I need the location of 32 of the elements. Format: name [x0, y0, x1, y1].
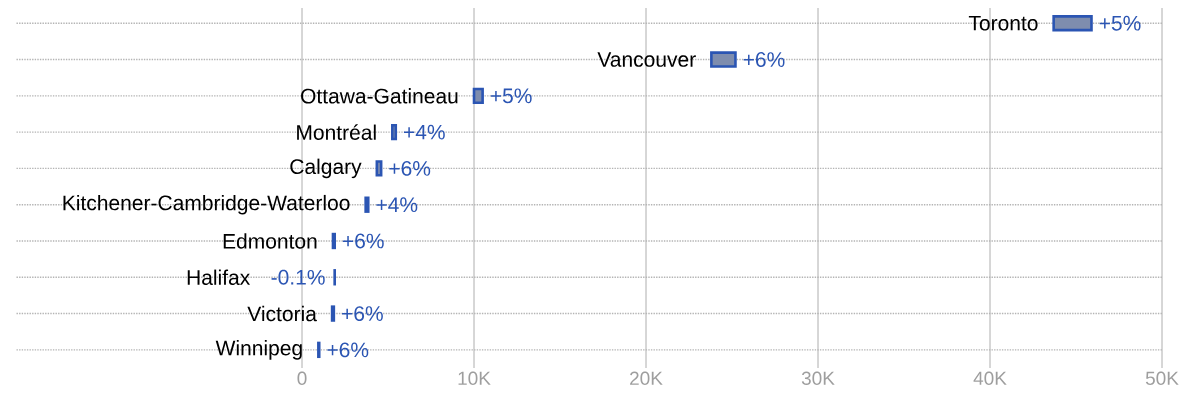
annotation: +6%: [389, 160, 431, 176]
annotation: +4%: [376, 197, 418, 213]
bar: [391, 123, 398, 141]
y-tick-label: Ottawa-Gatineau: [301, 88, 458, 104]
annotation: +5%: [490, 88, 532, 104]
bar: [710, 51, 737, 68]
x-tick-label: 10K: [458, 371, 491, 385]
y-tick-label: Edmonton: [223, 233, 317, 249]
y-tick-label: Kitchener-Cambridge-Waterloo: [63, 194, 350, 215]
y-tick-label: Winnipeg: [215, 340, 302, 360]
bar: [1052, 15, 1093, 32]
y-tick-label: Calgary: [290, 158, 362, 179]
annotation: +4%: [403, 124, 445, 140]
x-tick-label: 50K: [1145, 371, 1179, 385]
y-tick-label: Toronto: [968, 15, 1038, 31]
bar: [472, 87, 484, 105]
y-tick-label: Vancouver: [597, 52, 696, 67]
x-tick-label: 40K: [973, 371, 1007, 385]
annotation: +5%: [1099, 15, 1141, 31]
x-tick-label: 0: [297, 371, 307, 385]
y-tick-label: Victoria: [247, 305, 317, 322]
bar: [364, 196, 370, 213]
annotation: -0.1%: [271, 269, 325, 285]
x-tick-label: 30K: [801, 371, 835, 385]
x-tick-label: 20K: [630, 371, 663, 385]
y-tick-label: Halifax: [187, 269, 250, 285]
annotation: +6%: [342, 233, 384, 249]
annotation: +6%: [743, 52, 785, 67]
bar: [375, 160, 383, 177]
y-tick-label: Montréal: [297, 124, 376, 140]
annotation: +6%: [327, 342, 369, 358]
annotation: +6%: [342, 306, 383, 321]
